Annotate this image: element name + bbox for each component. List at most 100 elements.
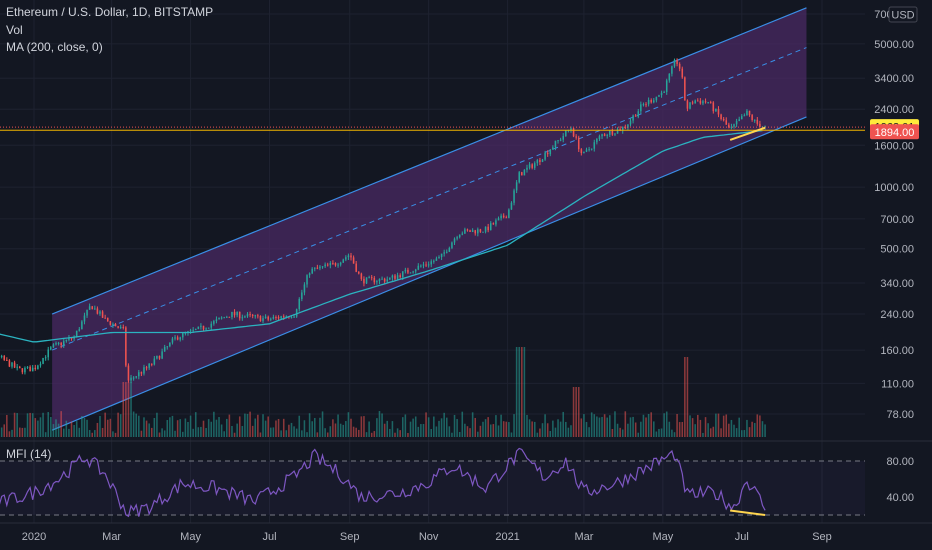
axes: 7000.005000.003400.002400.001600.001000.…: [0, 6, 932, 543]
candle-body: [326, 264, 329, 266]
volume-bar: [684, 357, 686, 437]
candle-body: [122, 327, 125, 329]
candle-body: [272, 317, 275, 319]
candle-body: [81, 321, 83, 330]
volume-bar: [326, 432, 329, 437]
volume-bar: [681, 422, 684, 437]
candle-body: [184, 332, 187, 334]
volume-bar: [29, 412, 31, 437]
candle-body: [391, 275, 394, 278]
x-tick-label: 2021: [495, 531, 519, 543]
volume-bar: [394, 432, 396, 437]
volume-bar: [161, 428, 163, 437]
candle-body: [233, 311, 236, 316]
volume-bar: [75, 421, 78, 437]
candle-body: [238, 311, 241, 319]
candle-body: [21, 368, 24, 373]
candle-body: [96, 308, 99, 314]
volume-bar: [497, 425, 500, 437]
candle-body: [546, 152, 549, 155]
volume-bar: [552, 420, 554, 437]
candle-body: [88, 306, 91, 310]
candle-body: [156, 355, 158, 359]
volume-bar: [101, 427, 104, 437]
volume-bar: [461, 411, 464, 437]
candle-body: [200, 325, 202, 327]
volume-bar: [182, 431, 184, 437]
candle-body: [583, 151, 585, 154]
volume-bar: [399, 430, 401, 437]
volume-bar: [575, 387, 577, 437]
candle-body: [565, 130, 567, 137]
volume-bar: [590, 412, 593, 437]
candle-body: [609, 130, 611, 135]
volume-bar: [665, 411, 668, 437]
candle-body: [407, 269, 409, 273]
candle-body: [285, 316, 288, 318]
volume-bar: [314, 417, 316, 437]
volume-bar: [396, 428, 399, 437]
volume-bar: [738, 417, 740, 437]
volume-bar: [285, 430, 288, 437]
volume-bar: [138, 415, 140, 437]
candle-body: [345, 257, 347, 260]
candle-body: [487, 226, 489, 231]
volume-bar: [735, 428, 738, 437]
candle-body: [665, 80, 668, 92]
candle-body: [244, 316, 246, 318]
volume-bar: [150, 427, 153, 437]
volume-bar: [31, 413, 34, 437]
volume-bar: [764, 424, 766, 437]
candle-body: [396, 275, 399, 279]
volume-bar: [332, 419, 334, 437]
x-tick-label: Mar: [574, 531, 593, 543]
volume-bar: [270, 427, 272, 437]
volume-bar: [725, 414, 728, 437]
volume-bar: [544, 414, 546, 437]
volume-bar: [223, 431, 225, 437]
volume-bar: [272, 427, 275, 437]
candle-body: [678, 63, 681, 69]
volume-bar: [759, 415, 761, 437]
volume-bar: [417, 426, 420, 437]
volume-bar: [148, 423, 150, 437]
volume-bar: [339, 423, 342, 437]
volume-bar: [479, 425, 482, 437]
volume-bar: [176, 420, 179, 437]
candle-body: [13, 362, 16, 368]
candle-body: [357, 271, 360, 274]
volume-bar: [407, 432, 409, 437]
volume-bar: [565, 421, 567, 437]
candle-body: [39, 363, 42, 366]
volume-bar: [233, 432, 236, 437]
ma200-path: [0, 129, 763, 343]
volume-bar: [404, 414, 407, 437]
volume-bar: [709, 428, 712, 437]
candle-body: [106, 317, 109, 322]
candle-body: [412, 271, 414, 273]
candlesticks: [0, 58, 766, 384]
candle-body: [213, 321, 215, 324]
x-tick-label: Mar: [102, 531, 121, 543]
volume-bar: [187, 421, 189, 437]
candle-body: [658, 95, 660, 97]
candle-body: [143, 367, 145, 374]
candle-body: [298, 298, 301, 310]
volume-bar: [293, 426, 295, 437]
volume-bar: [156, 412, 158, 437]
candle-body: [420, 265, 422, 267]
candle-body: [166, 346, 169, 348]
candle-body: [422, 264, 425, 266]
candle-body: [466, 229, 469, 231]
candle-body: [171, 338, 174, 343]
volume-bar: [280, 430, 282, 437]
candle-body: [756, 119, 759, 124]
y-tick-label: 160.00: [880, 345, 914, 357]
candle-body: [663, 91, 665, 93]
volume-bar: [311, 421, 313, 437]
candle-body: [681, 68, 684, 78]
candle-body: [363, 278, 365, 284]
candle-body: [699, 100, 702, 104]
volume-bar: [277, 419, 280, 437]
